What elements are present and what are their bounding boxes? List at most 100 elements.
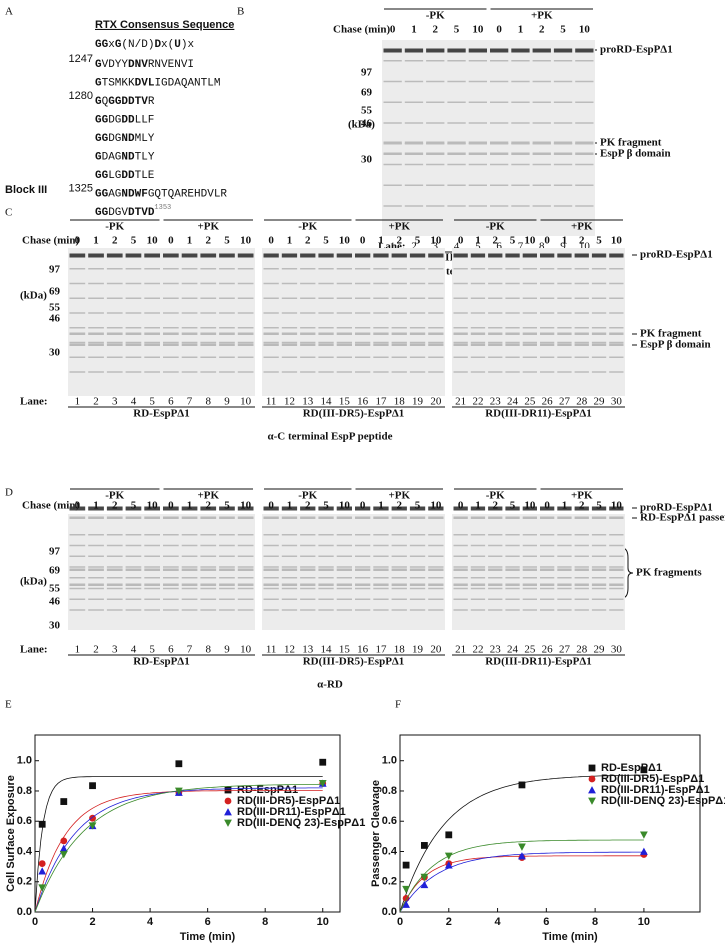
gel-band (106, 297, 123, 299)
gel-band (453, 577, 468, 579)
gel-band (355, 253, 371, 258)
gel-band (281, 356, 298, 358)
chase-time: 0 (360, 235, 366, 247)
gel-band (237, 568, 254, 571)
band-label: RD-EspPΔ1 passenger (640, 512, 725, 524)
gel-band (591, 598, 607, 600)
gel-band (391, 534, 407, 536)
lane-number: 17 (375, 396, 387, 408)
gel-band (163, 327, 179, 329)
gel-band (318, 371, 334, 373)
gel-band (488, 544, 503, 547)
x-tick-label: 8 (592, 916, 598, 928)
gel-band (540, 332, 555, 335)
gel-band (428, 555, 444, 557)
mw-marker: 30 (49, 620, 61, 632)
gel-band (237, 341, 254, 344)
gel-band (200, 544, 217, 547)
gel-band (237, 371, 254, 373)
group-label: +PK (388, 221, 410, 233)
chase-time: 10 (240, 500, 252, 512)
lane-number: 6 (168, 396, 174, 408)
gel-band (200, 327, 217, 329)
gel-band (532, 141, 551, 144)
gel-band (69, 598, 86, 600)
gel-band (470, 534, 486, 536)
seq-segment: G (95, 96, 102, 108)
gel-band (391, 516, 407, 519)
chase-time: 10 (240, 235, 252, 247)
gel-band (336, 587, 352, 590)
chase-time: 10 (147, 235, 159, 247)
lane-label: Lane: (20, 396, 48, 408)
y-tick-label: 0.8 (382, 785, 397, 797)
gel-band (383, 163, 402, 166)
gel-band (88, 356, 104, 358)
gel-band (383, 48, 402, 53)
lane-number: 17 (375, 644, 387, 656)
chase-time: 5 (454, 24, 460, 36)
plot-frame (399, 734, 701, 913)
gel-band (428, 609, 444, 611)
band-label: EspP β domain (600, 148, 671, 160)
gel-band (574, 343, 589, 346)
chase-time: 1 (187, 235, 193, 247)
panel-label: F (395, 699, 401, 711)
lane-number: 28 (576, 396, 588, 408)
gel-band (409, 327, 426, 329)
block-label: Block III (5, 184, 47, 196)
lane-number: 11 (266, 644, 277, 656)
sequence-line: GGAGNDWFGQTQAREHDVLR (95, 188, 227, 200)
gel-band (574, 312, 589, 314)
gel-image (452, 248, 625, 396)
gel-band (540, 343, 555, 346)
gel-band (532, 122, 551, 124)
gel-band (553, 48, 573, 53)
gel-band (505, 577, 520, 579)
seq-segment: U (174, 39, 181, 51)
gel-band (106, 544, 123, 547)
gel-band (200, 282, 217, 285)
gel-band (428, 598, 444, 600)
gel-band (336, 609, 352, 611)
gel-band (609, 516, 624, 519)
gel-band (163, 356, 179, 358)
gel-band (383, 80, 402, 83)
mw-marker: 46 (49, 313, 61, 325)
gel-band (540, 587, 555, 590)
gel-band (453, 327, 468, 329)
gel-band (300, 356, 316, 358)
gel-band (591, 341, 607, 344)
gel-band (488, 332, 503, 335)
gel-band (237, 356, 254, 358)
gel-band (336, 332, 352, 335)
data-point (402, 900, 410, 908)
seq-segment: TSMKK (102, 77, 135, 89)
gel-band (553, 184, 573, 186)
gel-band (300, 583, 316, 586)
fit-curve (399, 839, 644, 913)
chase-label: Chase (min) (333, 24, 390, 36)
chase-time: 1 (475, 235, 481, 247)
gel-band (219, 341, 235, 344)
legend-label: RD(III-DR11)-EspPΔ1 (237, 806, 346, 818)
x-tick-label: 8 (262, 916, 268, 928)
gel-band (318, 577, 334, 579)
gel-band (144, 506, 160, 511)
chase-time: 0 (168, 235, 174, 247)
gel-band (263, 566, 279, 568)
sequence-line: GGDGNDMLY (95, 133, 155, 145)
gel-band (144, 268, 160, 270)
gel-band (391, 583, 407, 586)
gel-band (470, 356, 486, 358)
lane-number: 3 (433, 241, 439, 253)
gel-band (181, 516, 198, 519)
chase-time: 2 (493, 500, 499, 512)
chase-time: 5 (560, 24, 566, 36)
data-point (445, 831, 453, 839)
gel-band (125, 577, 142, 579)
gel-band (426, 143, 445, 145)
gel-band (574, 356, 589, 358)
gel-band (318, 544, 334, 547)
lane-number: 1 (390, 241, 396, 253)
